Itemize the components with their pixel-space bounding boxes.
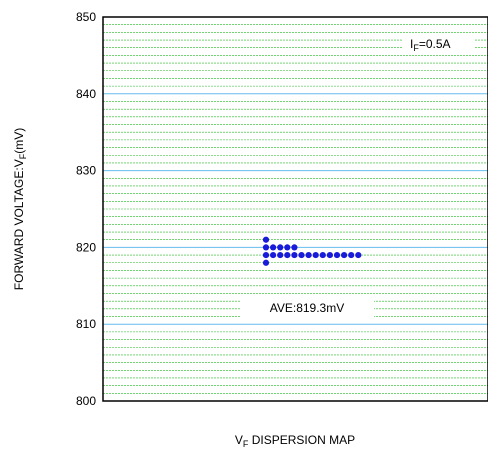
condition-label-main: I <box>410 37 413 51</box>
average-annotation: AVE:819.3mV <box>240 295 374 321</box>
data-point <box>291 251 298 259</box>
y-axis-label: FORWARD VOLTAGE:VF(mV) <box>12 128 28 290</box>
y-tick-label: 800 <box>76 394 96 408</box>
data-point <box>319 251 326 259</box>
y-axis-label-main: FORWARD VOLTAGE:V <box>12 159 26 290</box>
y-tick-label: 840 <box>76 87 96 101</box>
data-point <box>262 259 270 266</box>
y-axis-label-rest: (mV) <box>12 128 26 154</box>
y-tick-label: 820 <box>76 240 96 254</box>
data-point <box>355 251 362 259</box>
data-point <box>341 251 348 259</box>
y-axis-label-sub: F <box>18 153 28 159</box>
data-point <box>333 251 341 259</box>
data-point <box>262 244 270 251</box>
condition-label-box <box>402 33 474 53</box>
average-label: AVE:819.3mV <box>270 301 344 315</box>
data-point <box>270 244 277 251</box>
data-point <box>277 251 284 259</box>
data-points <box>262 236 362 266</box>
x-axis-label-main: V <box>235 433 243 447</box>
y-tick-label: 850 <box>76 10 96 24</box>
data-point <box>291 244 298 251</box>
data-point <box>262 251 270 259</box>
data-point <box>298 251 305 259</box>
data-point <box>326 251 333 259</box>
data-point <box>262 236 270 243</box>
data-point <box>270 251 277 259</box>
data-point <box>284 244 291 251</box>
y-tick-label: 830 <box>76 164 96 178</box>
x-axis-label: VF DISPERSION MAP <box>235 433 355 449</box>
y-tick-labels: 800 810 820 830 840 850 <box>76 10 96 408</box>
condition-label-rest: =0.5A <box>419 37 451 51</box>
condition-label: IF=0.5A <box>410 37 451 53</box>
grid-lines <box>103 24 488 394</box>
condition-label-sub: F <box>413 43 419 53</box>
x-axis-label-rest: DISPERSION MAP <box>248 433 355 447</box>
data-point <box>284 251 291 259</box>
plot-frame <box>102 16 488 402</box>
data-point <box>277 244 284 251</box>
data-point <box>348 251 355 259</box>
data-point <box>305 251 312 259</box>
average-label-box <box>240 295 374 321</box>
condition-annotation: IF=0.5A <box>402 33 474 53</box>
data-point <box>312 251 319 259</box>
x-axis-label-sub: F <box>243 439 249 449</box>
y-tick-label: 810 <box>76 317 96 331</box>
